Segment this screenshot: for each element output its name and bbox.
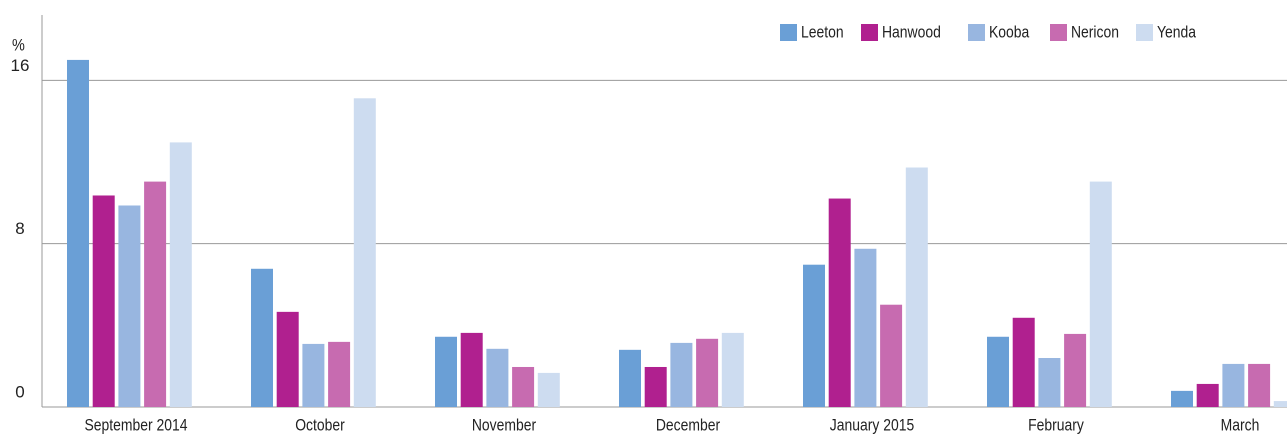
bar [67,59,89,408]
y-axis-label: % [12,36,25,54]
legend-label: Nericon [1071,23,1119,42]
legend-swatch [861,24,878,41]
legend-swatch [780,24,797,41]
x-tick-label: December [656,416,720,435]
bar [92,195,115,407]
x-tick-label: November [472,416,536,435]
bar [512,366,535,407]
bar [460,332,483,407]
bar [486,348,509,407]
bar [328,341,351,407]
x-tick-label: January 2015 [830,416,914,435]
legend-swatch [1050,24,1067,41]
bar [118,205,141,407]
bar [854,248,877,407]
bar [1273,401,1287,407]
legend-label: Kooba [989,23,1030,42]
legend-label: Yenda [1157,23,1196,42]
legend-swatch [1136,24,1153,41]
y-tick-label: 0 [15,382,24,401]
bar [803,264,825,407]
bar [880,304,903,407]
bar [1222,363,1245,407]
bar [276,311,299,407]
bar [1248,363,1271,407]
bar [1064,333,1087,407]
x-tick-label: October [295,416,345,435]
bar [905,167,928,407]
bar [251,268,273,407]
bar [169,142,192,407]
bar [302,343,325,407]
bar [1171,390,1193,407]
bar [1038,358,1061,407]
x-tick-label: March [1221,416,1260,435]
bar [1196,383,1219,407]
bar [721,332,744,407]
legend-swatch [968,24,985,41]
legend-label: Hanwood [882,23,941,42]
bar [644,366,667,407]
bar [828,198,851,407]
x-tick-label: September 2014 [85,416,188,435]
bar [144,181,167,407]
bar [435,336,457,407]
bar [619,349,641,407]
x-tick-label: February [1028,416,1084,435]
bar [670,342,693,407]
bar [696,338,719,407]
bar [1012,317,1035,407]
bar [987,336,1009,407]
bar [353,98,376,408]
bar [1089,181,1112,407]
y-tick-label: 8 [15,219,24,238]
y-tick-label: 16 [11,56,30,75]
bar [537,372,560,407]
legend-label: Leeton [801,23,844,42]
